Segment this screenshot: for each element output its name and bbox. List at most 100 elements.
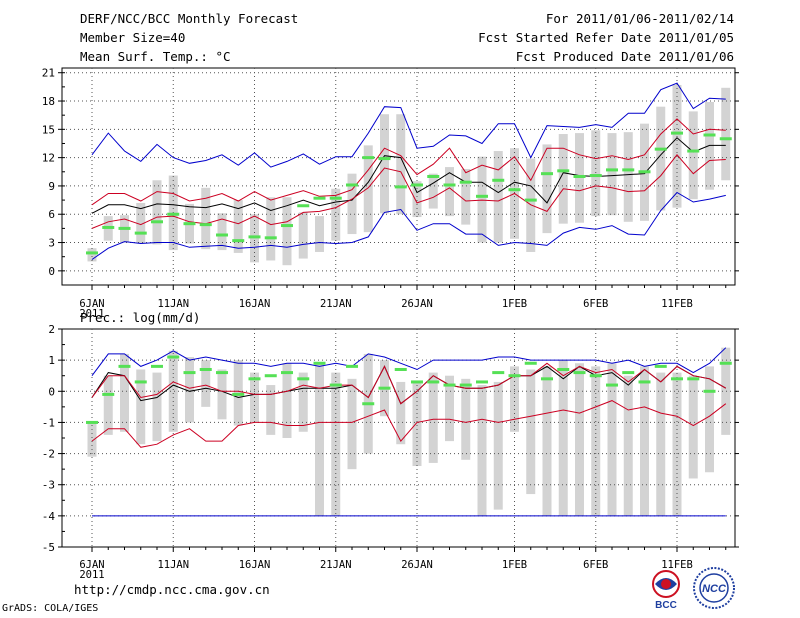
ncc-logo-text: NCC: [702, 583, 727, 595]
x-tick-label: 16JAN: [239, 559, 271, 571]
spread-bar: [477, 385, 487, 516]
member-mark: [329, 383, 342, 387]
x-tick-label: 6FEB: [583, 298, 608, 310]
member-mark: [606, 383, 618, 387]
member-mark: [102, 225, 115, 229]
member-mark: [232, 239, 245, 243]
spread-bar: [315, 216, 324, 252]
spread-bar: [136, 369, 146, 445]
member-mark: [573, 371, 586, 375]
spread-bar: [282, 197, 292, 266]
y-tick-label: -5: [42, 541, 55, 554]
produced-date-label: Fcst Produced Date 2011/01/06: [515, 49, 734, 64]
y-tick-label: -4: [42, 510, 56, 523]
x-tick-label: 11JAN: [157, 298, 189, 310]
spread-bar: [428, 372, 438, 463]
x-tick-label: 21JAN: [320, 298, 352, 310]
member-mark: [671, 131, 683, 135]
series-line-lower: [91, 400, 727, 448]
member-mark: [671, 377, 683, 381]
spread-bar: [428, 173, 438, 209]
spread-bar: [298, 372, 308, 432]
spread-bar: [461, 378, 471, 460]
member-mark: [329, 196, 342, 200]
member-mark: [476, 194, 488, 198]
member-mark: [622, 371, 635, 375]
spread-bar: [347, 173, 357, 235]
y-tick-label: 6: [48, 208, 55, 221]
member-mark: [394, 185, 407, 189]
spread-bar: [331, 188, 341, 241]
member-mark: [151, 364, 163, 368]
member-size-label: Member Size=40: [80, 30, 186, 45]
series-line-mean: [91, 137, 726, 214]
member-mark: [362, 156, 375, 160]
member-mark: [151, 220, 163, 224]
spread-bar: [705, 366, 714, 473]
series-line-lower: [91, 154, 726, 229]
member-mark: [687, 149, 700, 153]
member-mark: [183, 222, 196, 226]
member-mark: [638, 170, 651, 174]
member-mark: [443, 183, 456, 187]
series-line-upper: [91, 362, 727, 405]
y-tick-label: 3: [48, 237, 55, 250]
forecast-period-label: For 2011/01/06-2011/02/14: [545, 11, 734, 26]
spread-bar: [607, 133, 617, 216]
member-mark: [134, 231, 147, 235]
x-tick-label: 6FEB: [583, 559, 608, 571]
series-line-min: [91, 191, 726, 260]
spread-bar: [623, 375, 633, 516]
member-mark: [508, 374, 521, 378]
x-year-label: 2011: [79, 569, 104, 581]
x-tick-label: 1FEB: [502, 298, 527, 310]
member-mark: [508, 188, 521, 192]
member-mark: [216, 371, 228, 375]
member-mark: [654, 364, 667, 368]
spread-bar: [558, 134, 568, 224]
bcc-logo: BCC: [652, 570, 680, 610]
y-tick-label: 1: [48, 354, 55, 367]
spread-bar: [315, 363, 324, 516]
x-tick-label: 1FEB: [502, 559, 527, 571]
spread-bar: [136, 202, 146, 244]
member-mark: [362, 402, 375, 406]
spread-bar: [656, 372, 666, 516]
member-mark: [541, 172, 553, 176]
member-mark: [281, 371, 293, 375]
spread-bar: [168, 350, 178, 432]
spread-bar: [688, 111, 698, 200]
spread-bar: [607, 363, 617, 516]
member-mark: [346, 183, 358, 187]
member-mark: [232, 392, 245, 396]
temperature-variable-label: Mean Surf. Temp.: °C: [80, 49, 231, 64]
spread-bar: [721, 347, 731, 435]
grads-credit: GrADS: COLA/IGES: [2, 603, 99, 614]
spread-bar: [672, 372, 682, 516]
member-mark: [183, 371, 196, 375]
spread-bar: [201, 360, 211, 407]
member-mark: [524, 198, 537, 202]
source-url[interactable]: http://cmdp.ncc.cma.gov.cn: [74, 582, 270, 597]
member-mark: [427, 175, 440, 178]
member-mark: [216, 233, 228, 237]
member-mark: [492, 178, 505, 182]
member-mark: [86, 420, 98, 424]
y-tick-label: 0: [48, 385, 55, 398]
x-tick-label: 6JAN: [79, 298, 104, 310]
y-tick-label: 12: [42, 152, 55, 165]
x-tick-label: 6JAN: [79, 559, 104, 571]
member-mark: [411, 380, 423, 384]
member-mark: [118, 226, 131, 230]
spread-bar: [575, 363, 584, 516]
member-mark: [459, 383, 472, 387]
chart-title: DERF/NCC/BCC Monthly Forecast: [80, 11, 299, 26]
spread-bar: [623, 132, 633, 222]
bcc-logo-text: BCC: [655, 600, 677, 610]
member-mark: [248, 377, 261, 381]
member-mark: [524, 361, 537, 365]
member-mark: [118, 364, 131, 368]
member-mark: [492, 371, 505, 375]
member-mark: [687, 377, 700, 381]
